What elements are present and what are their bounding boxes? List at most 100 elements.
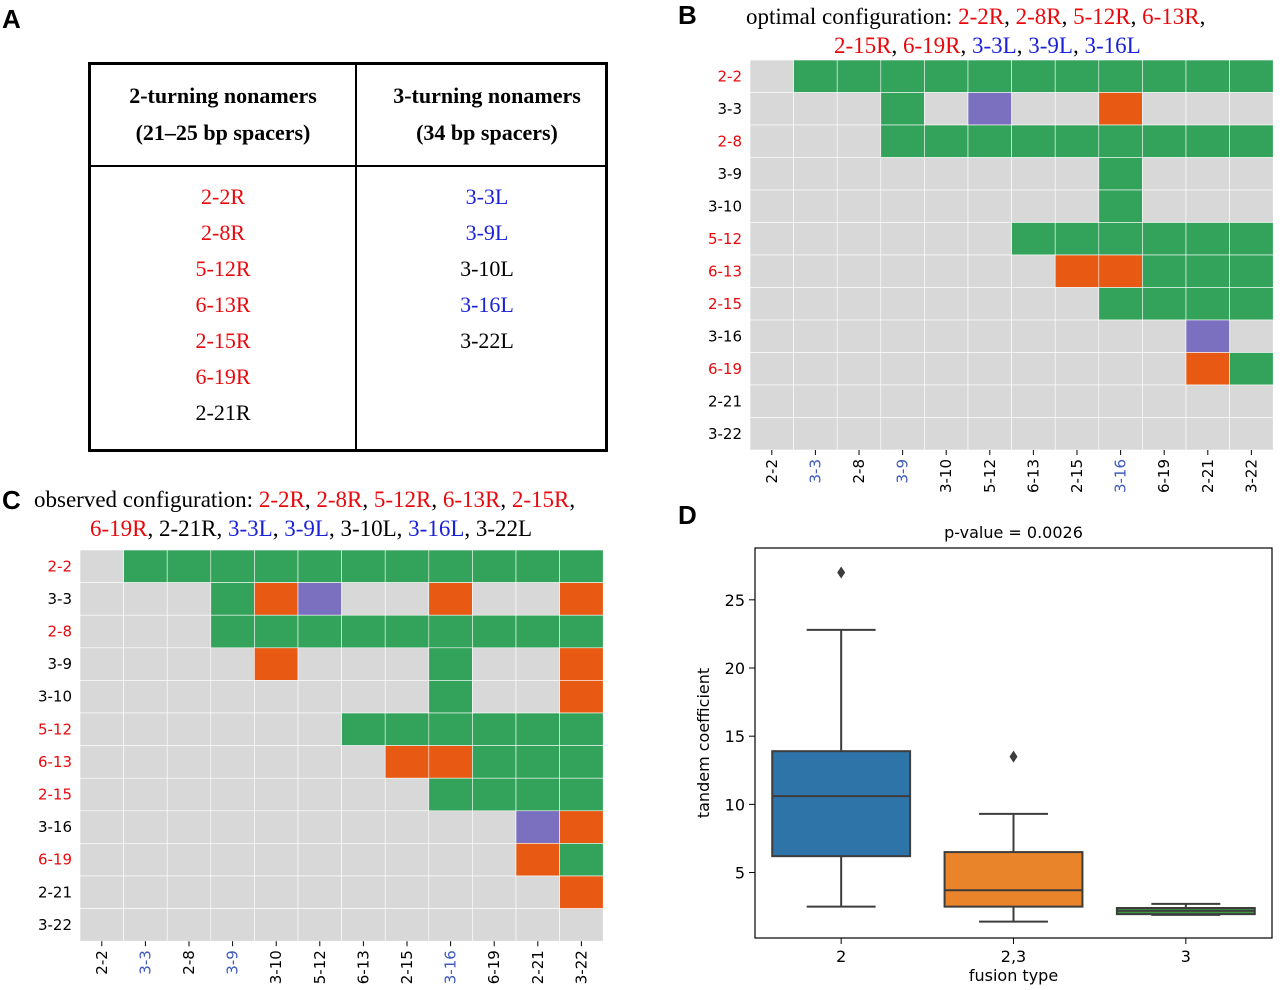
row-label: 2-15: [708, 295, 742, 313]
heatmap-cell: [210, 680, 255, 714]
nonamer-table: 2-turning nonamers (21–25 bp spacers) 3-…: [88, 62, 608, 452]
heatmap-cell: [341, 680, 386, 714]
column-label: 6-19: [1155, 459, 1173, 493]
row-label: 3-22: [38, 916, 72, 934]
heatmap-cell: [166, 680, 212, 714]
heatmap-cell: [341, 614, 386, 649]
heatmap-cell: [924, 157, 969, 191]
heatmap-cell: [793, 59, 838, 93]
heatmap-cell: [749, 59, 794, 93]
heatmap-cell: [1011, 124, 1056, 158]
table-entry: 5-12R: [195, 256, 251, 281]
heatmap-cell: [1011, 384, 1056, 418]
column-label: 3-22: [572, 950, 590, 984]
heatmap-cell: [924, 59, 969, 93]
heatmap-cell: [967, 287, 1012, 321]
heatmap-cell: [836, 157, 882, 191]
heatmap-cell: [1054, 352, 1100, 386]
heatmap-cell: [210, 549, 255, 583]
heatmap-cell: [123, 843, 168, 877]
heatmap-cell: [836, 189, 882, 223]
row-label: 5-12: [38, 720, 72, 738]
heatmap-cell: [254, 549, 299, 583]
heatmap-c: 2-2 2-2 3-3 3-3 2-8 2-8 3-9 3-9 3-10 3-10 5-12 5-12…: [38, 549, 604, 984]
chart-title: p-value = 0.0026: [944, 523, 1083, 542]
heatmap-cell: [79, 680, 124, 714]
title-segment: 5-12R: [1073, 4, 1131, 29]
heatmap-cell: [297, 843, 342, 877]
heatmap-cell: [1142, 352, 1187, 386]
heatmap-cell: [749, 254, 794, 288]
heatmap-cell: [79, 647, 124, 681]
heatmap-cell: [428, 810, 473, 844]
heatmap-cell: [341, 875, 386, 909]
heatmap-cell: [793, 319, 838, 353]
outlier-point: [837, 566, 846, 579]
heatmap-cell: [472, 745, 517, 779]
heatmap-cell: [924, 287, 969, 321]
heatmap-cell: [924, 352, 969, 386]
table-entry: 2-21R: [195, 400, 251, 425]
heatmap-cell: [749, 222, 794, 256]
heatmap-cell: [472, 614, 517, 649]
heatmap-cell: [880, 287, 925, 321]
heatmap-cell: [1054, 319, 1100, 353]
heatmap-cell: [793, 124, 838, 158]
heatmap-cell: [1054, 287, 1100, 321]
heatmap-cell: [1054, 157, 1100, 191]
heatmap-cell: [515, 810, 560, 844]
title-segment: 2-8R: [1015, 4, 1062, 29]
heatmap-cell: [1054, 92, 1100, 126]
heatmap-cell: [1185, 92, 1230, 126]
heatmap-cell: [123, 777, 168, 812]
table-entry: 3-16L: [460, 292, 514, 317]
table-entry: 6-13R: [195, 292, 251, 317]
heatmap-cell: [123, 810, 168, 844]
heatmap-cell: [472, 549, 517, 583]
heatmap-cell: [123, 647, 168, 681]
heatmap-cell: [254, 712, 299, 746]
heatmap-cell: [515, 647, 560, 681]
heatmap-cell: [749, 157, 794, 191]
heatmap-cell: [297, 647, 342, 681]
heatmap-cell: [472, 810, 517, 844]
heatmap-cell: [210, 777, 255, 812]
row-label: 3-22: [708, 425, 742, 443]
title-segment: ,: [569, 487, 576, 512]
heatmap-cell: [1054, 384, 1100, 418]
title-segment: 2-8R: [316, 487, 363, 512]
heatmap-cell: [559, 549, 604, 583]
heatmap-cell: [880, 189, 925, 223]
heatmap-cell: [559, 680, 604, 714]
heatmap-cell: [749, 124, 794, 158]
heatmap-cell: [1011, 287, 1056, 321]
heatmap-c-title-line-2: 6-19R, 2-21R, 3-3L, 3-9L, 3-10L, 3-16L, …: [90, 516, 532, 542]
heatmap-cell: [1011, 189, 1056, 223]
column-label: 2-15: [1068, 459, 1086, 493]
heatmap-cell: [123, 614, 168, 649]
heatmap-cell: [967, 124, 1012, 158]
title-segment: 6-13R: [442, 487, 501, 512]
table-entry: 3-22L: [460, 328, 514, 353]
heatmap-cell: [166, 745, 212, 779]
heatmap-cell: [79, 614, 124, 649]
heatmap-cell: [559, 614, 604, 649]
heatmap-cell: [967, 254, 1012, 288]
x-tick-label: 2,3: [1001, 947, 1026, 966]
heatmap-cell: [210, 843, 255, 877]
heatmap-cell: [384, 875, 430, 909]
title-segment: ,: [304, 487, 317, 512]
heatmap-cell: [515, 549, 560, 583]
heatmap-cell: [1098, 417, 1143, 451]
panel-label-c: C: [2, 485, 21, 515]
heatmap-cell: [123, 875, 168, 909]
heatmap-cell: [924, 319, 969, 353]
heatmap-cell: [967, 384, 1012, 418]
heatmap-cell: [515, 712, 560, 746]
heatmap-cell: [210, 647, 255, 681]
column-label: 2-2: [93, 950, 111, 975]
heatmap-cell: [341, 777, 386, 812]
heatmap-cell: [297, 745, 342, 779]
heatmap-b: 2-2 2-2 3-3 3-3 2-8 2-8 3-9 3-9 3-10 3-10 5-12 5-12…: [708, 59, 1274, 493]
heatmap-cell: [1229, 254, 1274, 288]
